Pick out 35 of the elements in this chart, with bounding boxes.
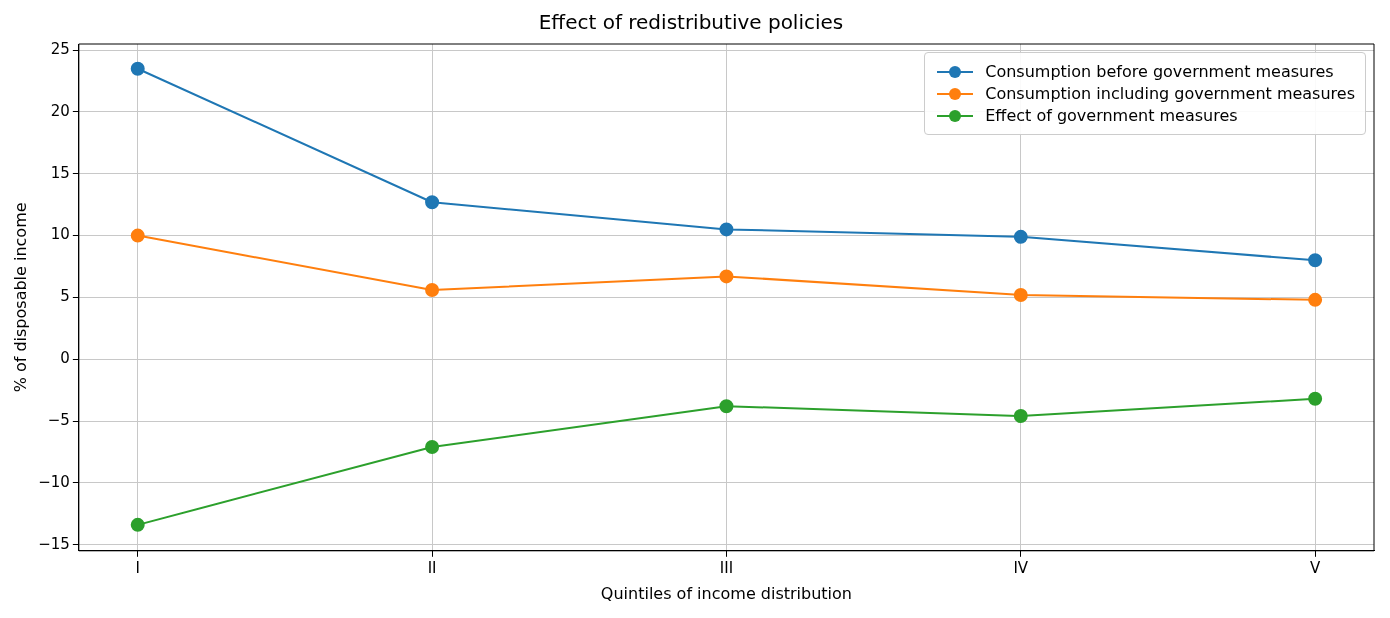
point [1308,391,1323,406]
legend-label: Effect of government measures [985,106,1238,125]
point [130,517,145,532]
y-tick-label: 20 [50,101,70,120]
point [425,195,440,210]
y-tick-label: 15 [50,163,70,182]
y-tick-label: −10 [38,472,70,491]
x-tick-label: IV [1013,558,1029,577]
x-tick-label: I [135,558,140,577]
y-tick-label: 25 [50,40,70,59]
point [130,61,145,76]
point [1308,292,1323,307]
point [719,399,734,414]
x-axis-title: Quintiles of income distribution [600,583,852,603]
point [1013,287,1028,302]
point [130,228,145,243]
y-axis-title: % of disposable income [10,202,30,393]
legend-label: Consumption before government measures [985,62,1334,81]
chart-title: Effect of redistributive policies [538,10,844,35]
point [425,439,440,454]
y-tick-label: −15 [38,534,70,553]
y-tick-label: 5 [60,287,70,306]
y-tick-label: 10 [50,225,70,244]
y-tick-label: −5 [47,410,70,429]
x-tick-label: V [1310,558,1321,577]
x-tick-label: II [427,558,437,577]
point [425,282,440,297]
point [1308,253,1323,268]
x-tick-label: III [719,558,734,577]
y-tick-label: 0 [60,349,70,368]
point [719,269,734,284]
point [1013,229,1028,244]
legend-label: Consumption including government measures [985,84,1355,103]
point [1013,409,1028,424]
point [719,222,734,237]
